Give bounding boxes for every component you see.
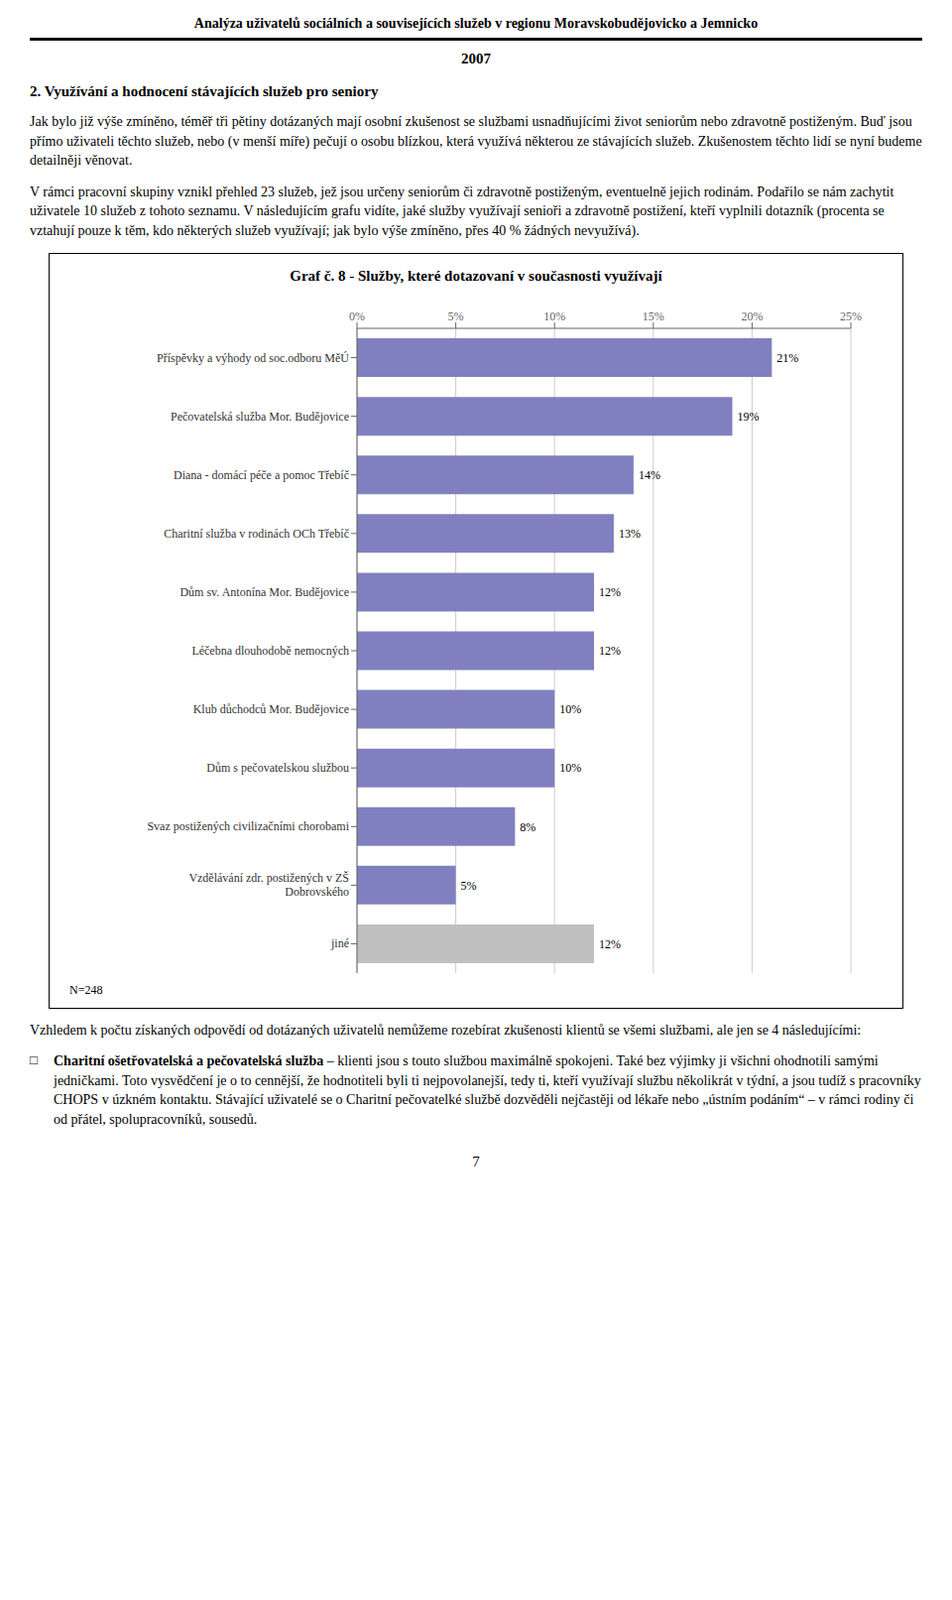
svg-text:12%: 12% [598, 936, 621, 951]
html-text:Charitní ošetřovatelská a pečo: Charitní ošetřovatelská a pečovatelská s… [53, 1053, 922, 1127]
svg-text:8%: 8% [519, 819, 536, 833]
svg-text:5%: 5% [461, 877, 477, 892]
svg-text:Příspěvky a výhody od soc.odbo: Příspěvky a výhody od soc.odboru MěÚ [156, 350, 350, 364]
svg-text:25%: 25% [839, 309, 862, 324]
svg-text:Klub důchodců Mor. Budějovice: Klub důchodců Mor. Budějovice [193, 702, 350, 716]
html-text:Analýza uživatelů sociálních a: Analýza uživatelů sociálních a souvisejí… [194, 15, 758, 31]
svg-text:0%: 0% [349, 309, 365, 324]
html-text:7: 7 [472, 1152, 480, 1169]
svg-text:10%: 10% [559, 760, 582, 775]
svg-text:Svaz postižených civilizačními: Svaz postižených civilizačními chorobami [146, 819, 350, 833]
svg-text:21%: 21% [776, 350, 799, 364]
svg-text:5%: 5% [448, 309, 465, 324]
svg-text:Vzdělávání zdr. postižených v: Vzdělávání zdr. postižených v ZŠDobrovsk… [188, 870, 350, 899]
svg-text:19%: 19% [736, 408, 759, 423]
svg-text:12%: 12% [598, 585, 621, 599]
svg-text:Diana - domácí péče a pomoc Tř: Diana - domácí péče a pomoc Třebíč [173, 467, 350, 481]
svg-text:12%: 12% [598, 643, 621, 658]
svg-text:Léčebna dlouhodobě nemocných: Léčebna dlouhodobě nemocných [191, 643, 350, 658]
svg-text:10%: 10% [543, 309, 566, 324]
html-text:2007: 2007 [461, 50, 491, 67]
svg-text:Dům sv. Antonína Mor. Budějovi: Dům sv. Antonína Mor. Budějovice [179, 584, 350, 598]
html-text:2. Využívání a hodnocení stáva: 2. Využívání a hodnocení stávajících slu… [29, 83, 379, 100]
svg-text:Charitní služba v rodinách OCh: Charitní služba v rodinách OCh Třebíč [163, 525, 350, 540]
html-text:Vzhledem k počtu získaných odp: Vzhledem k počtu získaných odpovědí od d… [29, 1022, 861, 1037]
svg-text:20%: 20% [740, 309, 763, 324]
html-text:V rámci pracovní skupiny vznik: V rámci pracovní skupiny vznikl přehled … [29, 184, 894, 238]
svg-text:14%: 14% [638, 468, 661, 482]
svg-text:10%: 10% [559, 702, 582, 716]
html-text:Jak bylo již výše zmíněno, tém: Jak bylo již výše zmíněno, téměř tři pět… [29, 114, 922, 168]
html-text:Graf č. 8 - Služby, které dota: Graf č. 8 - Služby, které dotazovaní v s… [289, 267, 663, 284]
svg-text:13%: 13% [618, 526, 641, 541]
svg-text:Dům s pečovatelskou službou: Dům s pečovatelskou službou [206, 760, 350, 775]
html-text:N=248: N=248 [69, 982, 103, 997]
svg-text:jiné: jiné [330, 936, 350, 951]
svg-text:15%: 15% [642, 309, 665, 324]
svg-text:Pečovatelská služba Mor. Buděj: Pečovatelská služba Mor. Budějovice [170, 408, 350, 423]
